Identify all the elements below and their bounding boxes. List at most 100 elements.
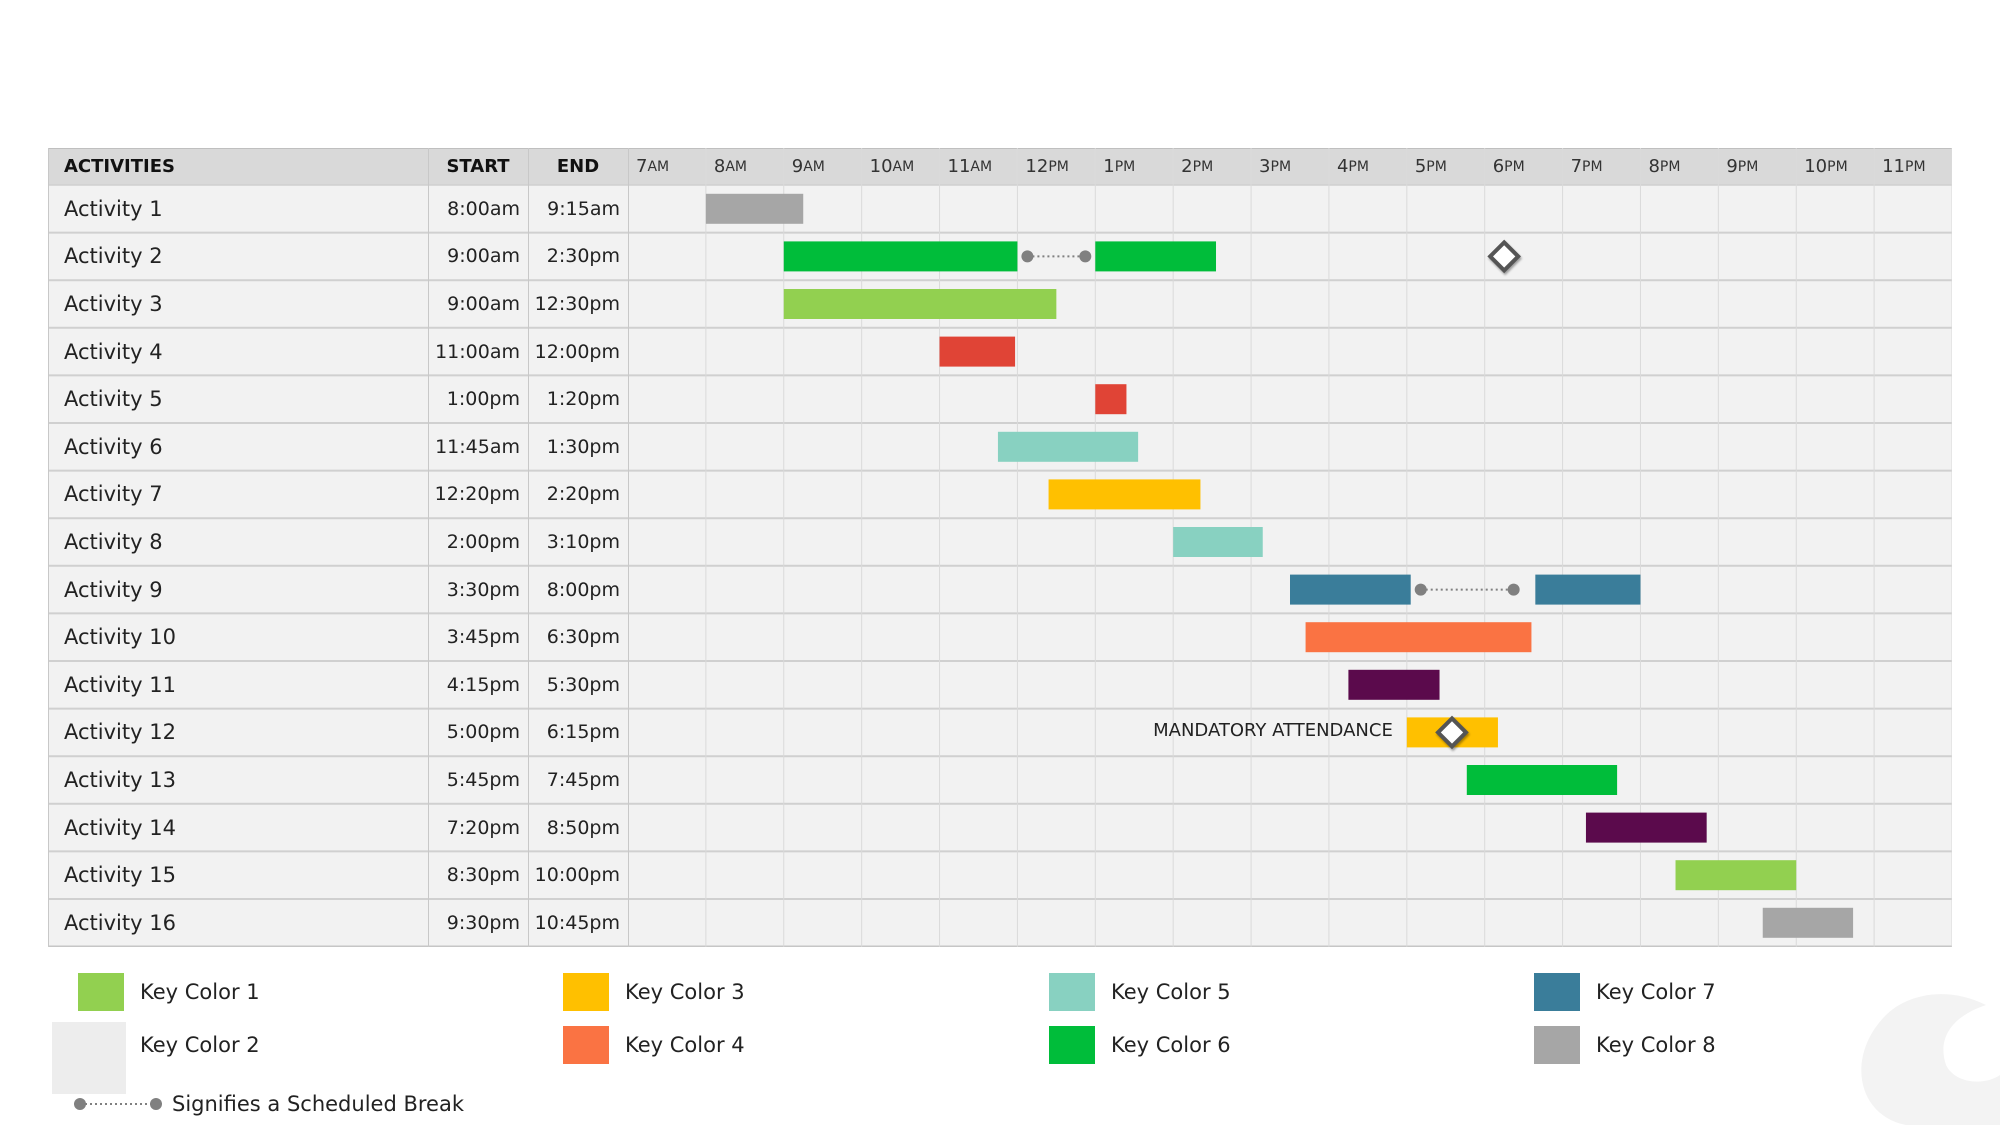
activity-note: MANDATORY ATTENDANCE <box>1153 720 1393 742</box>
activity-start: 5:00pm <box>446 721 520 744</box>
hour-ampm: PM <box>1192 158 1214 175</box>
hour-label: 3 PM <box>1251 148 1329 185</box>
break-connector-icon <box>74 1098 162 1110</box>
hour-ampm: PM <box>1737 158 1759 175</box>
activity-end: 9:15am <box>547 197 620 220</box>
hour-label: 1 PM <box>1095 148 1173 185</box>
activity-end: 7:45pm <box>546 768 620 791</box>
legend-swatch <box>1534 1026 1580 1064</box>
hour-ampm: PM <box>1659 158 1681 175</box>
legend-swatch <box>563 973 609 1011</box>
legend-label: Key Color 8 <box>1596 1033 1716 1057</box>
legend-swatch <box>1534 973 1580 1011</box>
legend-swatch <box>1049 973 1095 1011</box>
hour-label: 12 PM <box>1017 148 1095 185</box>
hour-ampm: AM <box>725 158 747 175</box>
activity-name: Activity 14 <box>64 815 176 840</box>
hour-number: 1 <box>1103 156 1115 177</box>
activity-start: 2:00pm <box>446 530 520 553</box>
activity-start: 8:00am <box>447 197 520 220</box>
hour-ampm: PM <box>1827 158 1848 175</box>
legend-label: Key Color 1 <box>140 980 260 1004</box>
activity-start: 9:30pm <box>446 911 520 934</box>
hour-number: 6 <box>1492 156 1505 177</box>
activity-end: 2:30pm <box>546 245 620 268</box>
activity-start: 5:45pm <box>446 768 520 791</box>
activity-end: 6:30pm <box>546 626 620 649</box>
hour-number: 10 <box>1804 156 1828 177</box>
legend-swatch <box>563 1026 609 1064</box>
activity-name: Activity 12 <box>64 720 176 745</box>
activity-name: Activity 8 <box>64 529 163 554</box>
activity-start: 12:20pm <box>434 483 520 506</box>
hour-label: 2 PM <box>1173 148 1251 185</box>
header-row <box>48 148 1952 185</box>
hour-number: 2 <box>1181 156 1193 177</box>
hour-ampm: PM <box>1905 158 1926 175</box>
legend-item: Key Color 6 <box>1049 1025 1231 1065</box>
hour-ampm: PM <box>1426 158 1447 175</box>
schedule-grid: ACTIVITIES START END 7 AM 8 AM 9 AM 10 AM 11 AM 12 PM 1… <box>48 148 1952 947</box>
activity-name: Activity 10 <box>64 625 176 650</box>
activity-end: 10:45pm <box>534 911 620 934</box>
hour-ampm: AM <box>647 158 670 175</box>
hour-label: 10 AM <box>862 148 940 185</box>
activity-end: 6:15pm <box>546 721 620 744</box>
activity-start: 4:15pm <box>446 673 520 696</box>
hour-number: 11 <box>1882 156 1906 177</box>
legend-label: Key Color 4 <box>625 1033 745 1057</box>
hour-label: 11 PM <box>1874 148 1952 185</box>
hour-label: 10 PM <box>1796 148 1874 185</box>
activity-name: Activity 6 <box>64 434 163 459</box>
hour-ampm: PM <box>1504 158 1525 175</box>
legend-swatch <box>1049 1026 1095 1064</box>
hour-label: 7 PM <box>1563 148 1641 185</box>
header-end: END <box>556 156 600 177</box>
legend-item: Key Color 3 <box>563 972 745 1012</box>
hour-ampm: PM <box>1114 158 1136 175</box>
activity-end: 1:30pm <box>546 435 620 458</box>
hour-number: 7 <box>1570 156 1583 177</box>
activity-end: 12:30pm <box>534 292 620 315</box>
legend-item: Key Color 4 <box>563 1025 745 1065</box>
legend-label: Key Color 7 <box>1596 980 1716 1004</box>
hour-label: 5 PM <box>1407 148 1485 185</box>
activity-start: 1:00pm <box>446 388 520 411</box>
hour-ampm: PM <box>1048 158 1069 175</box>
hour-ampm: AM <box>970 158 993 175</box>
legend-label: Key Color 2 <box>140 1033 260 1057</box>
hour-number: 5 <box>1414 156 1427 177</box>
activity-end: 2:20pm <box>546 483 620 506</box>
activity-end: 12:00pm <box>534 340 620 363</box>
hour-number: 3 <box>1259 156 1271 177</box>
hour-label: 6 PM <box>1485 148 1563 185</box>
hour-label: 9 AM <box>784 148 862 185</box>
legend-swatch <box>78 973 124 1011</box>
watermark-logo <box>1861 994 2000 1125</box>
corner-decoration <box>52 1022 126 1094</box>
activity-start: 11:45am <box>435 435 520 458</box>
hour-label: 4 PM <box>1329 148 1407 185</box>
activity-end: 1:20pm <box>546 388 620 411</box>
break-legend: Signifies a Scheduled Break <box>72 1090 464 1118</box>
hour-number: 9 <box>791 156 804 177</box>
activity-name: Activity 2 <box>64 244 163 269</box>
activity-end: 8:50pm <box>546 816 620 839</box>
legend-label: Key Color 5 <box>1111 980 1231 1004</box>
hour-number: 10 <box>869 156 893 177</box>
legend-item: Key Color 5 <box>1049 972 1231 1012</box>
header-start: START <box>446 156 510 177</box>
hour-number: 7 <box>636 156 648 177</box>
activity-name: Activity 1 <box>64 196 163 221</box>
legend-item: Key Color 7 <box>1534 972 1716 1012</box>
header-activities: ACTIVITIES <box>64 156 175 177</box>
activity-name: Activity 7 <box>64 482 163 507</box>
activity-start: 11:00am <box>435 340 520 363</box>
activity-end: 5:30pm <box>546 673 620 696</box>
activity-name: Activity 5 <box>64 387 163 412</box>
activity-name: Activity 4 <box>64 339 163 364</box>
hour-label: 9 PM <box>1718 148 1796 185</box>
activity-end: 10:00pm <box>534 864 620 887</box>
activity-end: 8:00pm <box>546 578 620 601</box>
hour-ampm: AM <box>892 158 915 175</box>
